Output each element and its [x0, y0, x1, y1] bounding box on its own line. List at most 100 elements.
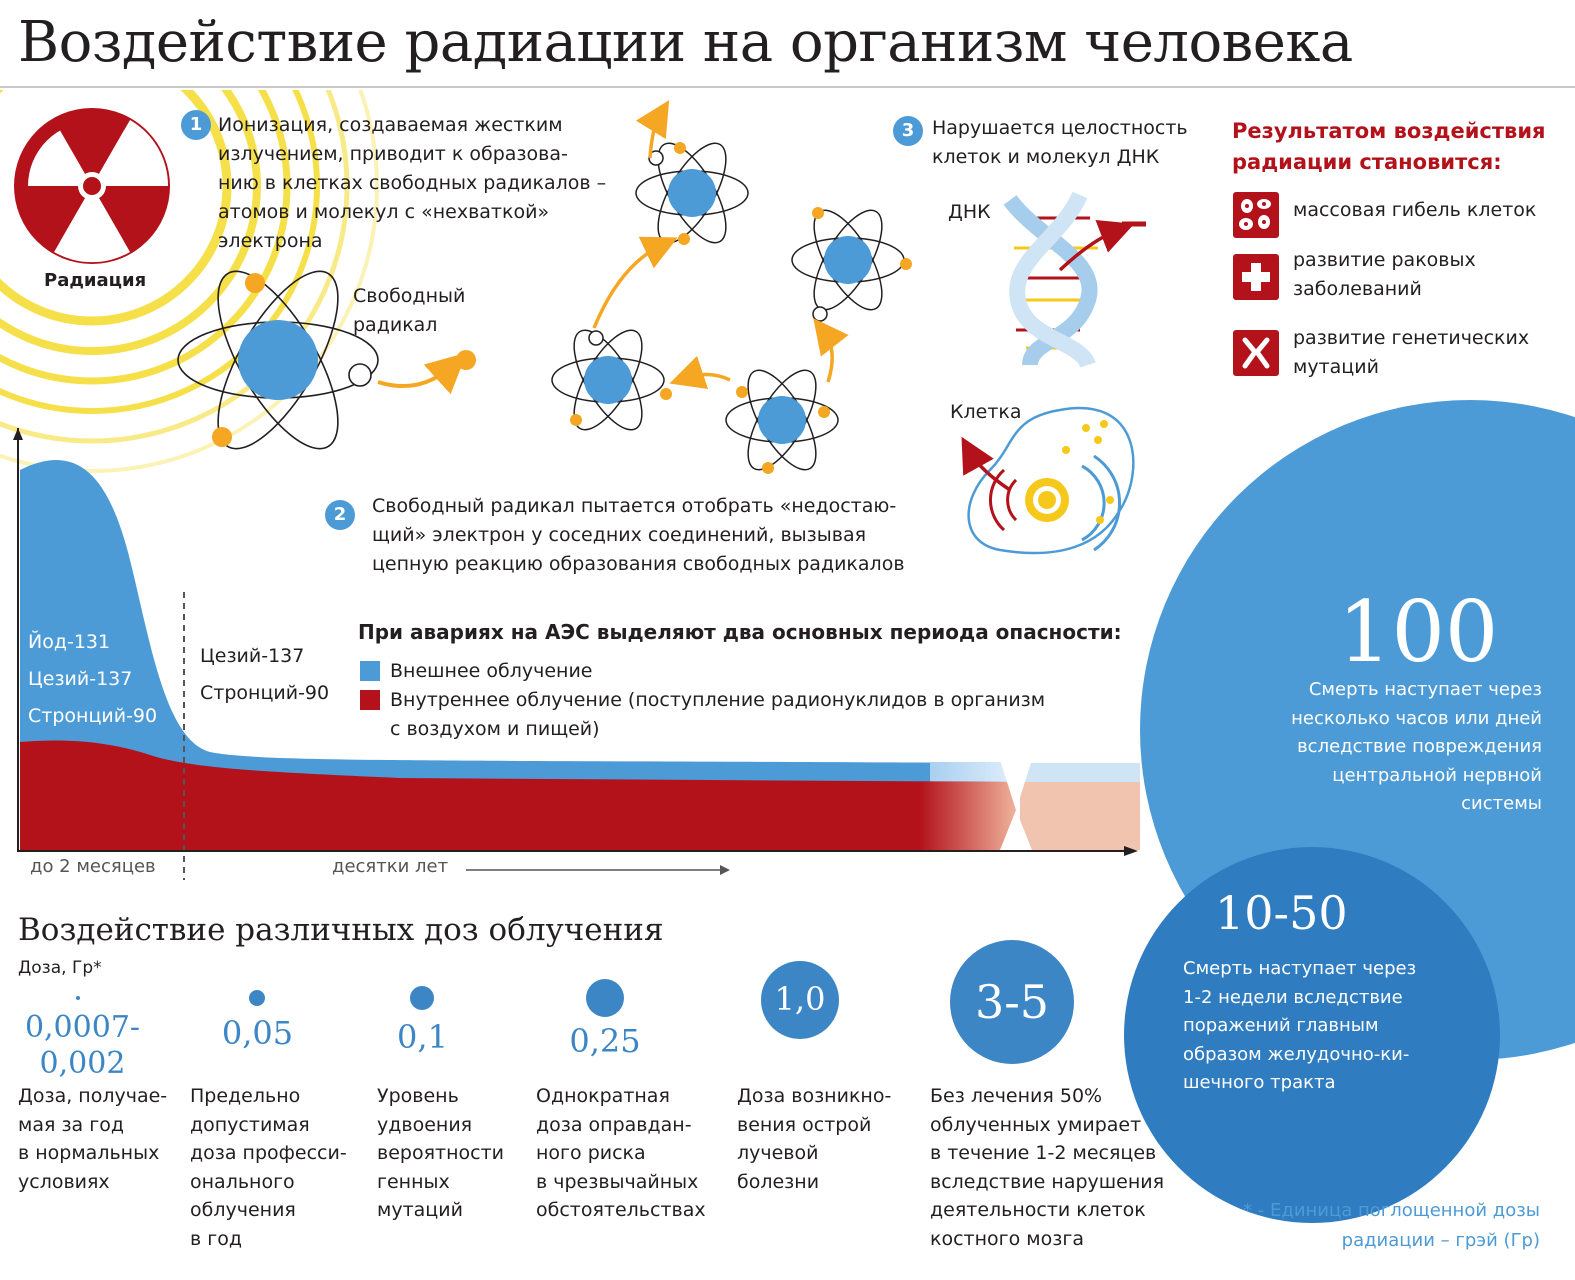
step3-badge: 3: [893, 116, 923, 146]
dose-description: Доза, получае- мая за год в нормальных у…: [18, 1082, 167, 1196]
big-dose-line: Смерть наступает через: [1183, 958, 1417, 979]
axis-early-label: до 2 месяцев: [30, 856, 156, 877]
result-item-line: мутаций: [1293, 356, 1379, 378]
free-radical-line: Свободный: [353, 285, 466, 307]
dose-unit-label: Доза, Гр*: [18, 958, 102, 978]
dose-value: 0,05: [221, 1014, 294, 1052]
step3-text: Нарушается целостность клеток и молекул …: [932, 114, 1188, 172]
step1-line: электрона: [218, 230, 323, 252]
big-dose-line: 1-2 недели вследствие: [1183, 986, 1403, 1008]
big-dose-description: Смерть наступает через 1-2 недели вследс…: [1183, 955, 1416, 1098]
dose-value: 1,0: [774, 980, 826, 1018]
dose-desc-line: генных: [377, 1170, 450, 1193]
medical-cross-icon: [1233, 254, 1279, 300]
footnote: * - Единица поглощенной дозы радиации – …: [1200, 1196, 1540, 1256]
isotope-label: Йод-131: [28, 631, 111, 653]
cell-label: Клетка: [950, 401, 1022, 423]
dose-description: Однократная доза оправдан- ного риска в …: [536, 1082, 706, 1225]
isotope-label: Стронций-90: [200, 682, 330, 704]
free-radical-line: радикал: [353, 314, 438, 336]
result-item-mutations: развитие генетических мутаций: [1293, 324, 1529, 382]
isotope-label: Цезий-137: [28, 668, 133, 690]
big-dose-line: шечного тракта: [1183, 1072, 1336, 1093]
dose-value-line: 0,002: [39, 1046, 126, 1081]
radiation-symbol-icon: [14, 108, 170, 264]
dose-desc-line: облучения: [190, 1199, 296, 1221]
result-item-label: массовая гибель клеток: [1293, 199, 1537, 221]
dose-description: Доза возникно- вения острой лучевой боле…: [737, 1082, 891, 1196]
dose-desc-line: вероятности: [377, 1142, 504, 1164]
period-chart: [13, 428, 1140, 880]
legend-swatch-external: [360, 661, 380, 681]
step2-badge: 2: [325, 500, 355, 530]
big-dose-line: поражений главным: [1183, 1015, 1379, 1036]
big-dose-value: 10-50: [1215, 886, 1348, 940]
result-item-line: заболеваний: [1293, 278, 1422, 300]
doses-heading: Воздействие различных доз облучения: [18, 912, 664, 948]
step2-line: щий» электрон у соседних соединений, выз…: [372, 524, 867, 546]
dose-desc-line: допустимая: [190, 1113, 310, 1136]
dose-desc-line: онального: [190, 1170, 295, 1193]
big-dose-value: 100: [1338, 583, 1499, 681]
dose-desc-line: Без лечения 50%: [930, 1085, 1103, 1107]
big-dose-line: системы: [1461, 793, 1542, 814]
legend-swatch-internal: [360, 690, 380, 710]
title-divider: [0, 86, 1575, 88]
step1-line: нию в клетках свободных радикалов –: [218, 172, 607, 194]
footnote-line: * - Единица поглощенной дозы: [1243, 1200, 1540, 1221]
legend-line: с воздухом и пищей): [390, 718, 600, 740]
dose-desc-line: Доза возникно-: [737, 1085, 892, 1107]
legend-line: Внутреннее облучение (поступление радион…: [390, 689, 1046, 711]
dose-desc-line: вения острой: [737, 1113, 872, 1136]
step2-line: Свободный радикал пытается отобрать «нед…: [372, 495, 897, 517]
dose-description: Без лечения 50% облученных умирает в теч…: [930, 1082, 1164, 1253]
dose-desc-line: удвоения: [377, 1113, 473, 1136]
step1-line: атомов и молекул с «нехваткой»: [218, 201, 550, 223]
late-isotopes: Цезий-137 Стронций-90: [200, 638, 329, 712]
big-dose-line: несколько часов или дней: [1291, 707, 1542, 729]
dose-value: 0,0007- 0,002: [10, 1010, 155, 1082]
big-dose-line: Смерть наступает через: [1308, 679, 1542, 700]
periods-heading: При авариях на АЭС выделяют два основных…: [358, 620, 1122, 644]
dose-desc-line: деятельности клеток: [930, 1199, 1146, 1221]
result-item-cancer: развитие раковых заболеваний: [1293, 246, 1476, 304]
chain-atoms: [551, 100, 912, 474]
step2-text: Свободный радикал пытается отобрать «нед…: [372, 492, 905, 579]
step1-badge: 1: [181, 110, 211, 140]
dose-desc-line: болезни: [737, 1170, 820, 1193]
dose-description: Предельно допустимая доза професси- онал…: [190, 1082, 347, 1253]
dose-value-line: 0,0007-: [24, 1010, 141, 1045]
dose-desc-line: в чрезвычайных: [536, 1170, 699, 1193]
dose-desc-line: вследствие нарушения: [930, 1170, 1165, 1193]
dose-desc-line: Предельно: [190, 1085, 301, 1107]
dose-desc-line: ного риска: [536, 1142, 646, 1164]
dose-desc-line: условиях: [18, 1170, 110, 1193]
radiation-label: Радиация: [44, 270, 147, 291]
free-radical-atom: [177, 270, 476, 450]
step1-text: Ионизация, создаваемая жестким излучение…: [218, 111, 606, 256]
dose-desc-line: обстоятельствах: [536, 1199, 706, 1221]
results-heading-line: Результатом воздействия: [1232, 119, 1546, 143]
dose-value: 0,1: [397, 1018, 448, 1056]
dna-label: ДНК: [948, 201, 991, 223]
dose-desc-line: костного мозга: [930, 1227, 1084, 1250]
free-radical-label: Свободный радикал: [353, 282, 465, 340]
isotope-label: Стронций-90: [28, 705, 158, 727]
big-dose-line: центральной нервной: [1332, 764, 1542, 786]
step3-line: Нарушается целостность: [932, 117, 1188, 139]
dose-desc-line: мутаций: [377, 1199, 463, 1221]
dose-desc-line: лучевой: [737, 1142, 819, 1164]
dose-description: Уровень удвоения вероятности генных мута…: [377, 1082, 504, 1225]
dose-desc-line: доза оправдан-: [536, 1113, 692, 1136]
dose-desc-line: в нормальных: [18, 1142, 160, 1164]
dose-desc-line: Уровень: [377, 1085, 459, 1107]
isotope-label: Цезий-137: [200, 645, 305, 667]
big-dose-description: Смерть наступает через несколько часов и…: [1250, 676, 1542, 819]
result-item-line: развитие раковых: [1293, 249, 1476, 271]
early-isotopes: Йод-131 Цезий-137 Стронций-90: [28, 624, 157, 735]
dose-value: 0,25: [569, 1022, 641, 1060]
legend-label-internal: Внутреннее облучение (поступление радион…: [390, 686, 1045, 744]
results-heading-line: радиации становится:: [1232, 150, 1502, 174]
step3-line: клеток и молекул ДНК: [932, 146, 1160, 168]
